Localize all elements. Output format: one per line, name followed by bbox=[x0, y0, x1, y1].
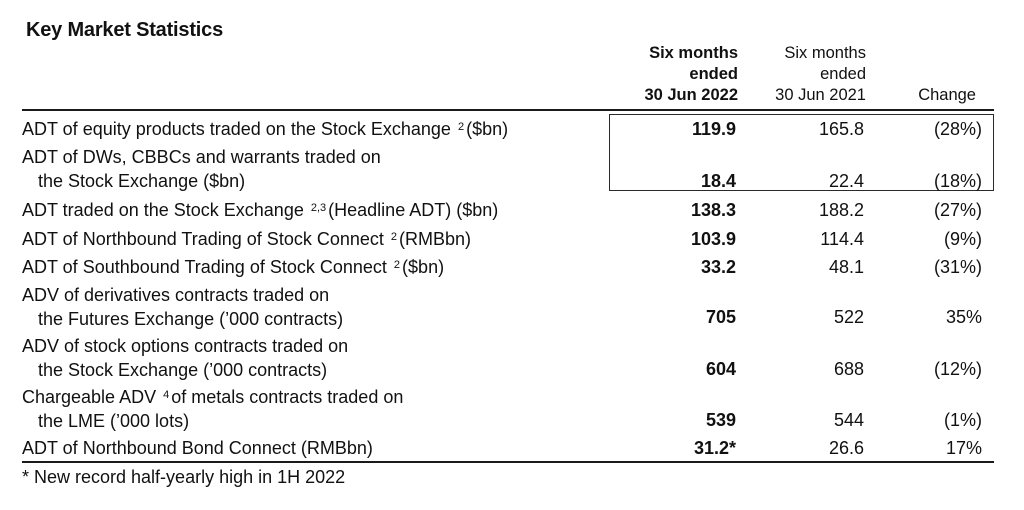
value-change: 35% bbox=[945, 307, 982, 327]
value-change: (28%) bbox=[933, 119, 982, 139]
value-current: 119.9 bbox=[691, 119, 736, 139]
value-previous: 22.4 bbox=[828, 171, 864, 191]
label-text: ADT of Southbound Trading of Stock Conne… bbox=[22, 257, 387, 277]
value-change: (12%) bbox=[933, 359, 982, 379]
header-divider bbox=[22, 109, 994, 111]
column-header-previous: Six months ended 30 Jun 2021 bbox=[760, 43, 866, 106]
value-current: 539 bbox=[705, 410, 736, 430]
label-text-continued: the Stock Exchange (’000 contracts) bbox=[38, 360, 328, 380]
value-change: (27%) bbox=[933, 200, 982, 220]
label-text: ADV of derivatives contracts traded on bbox=[22, 285, 330, 305]
row-label: ADT of Northbound Bond Connect (RMBbn) bbox=[22, 438, 373, 458]
value-previous: 165.8 bbox=[818, 119, 864, 139]
row-label: ADT of DWs, CBBCs and warrants traded on… bbox=[22, 145, 381, 193]
footnote-ref: 2 bbox=[457, 121, 465, 133]
label-text: ADT of DWs, CBBCs and warrants traded on bbox=[22, 147, 381, 167]
header-line: ended bbox=[820, 65, 866, 83]
label-text: Chargeable ADV bbox=[22, 387, 157, 407]
column-header-change: Change bbox=[918, 86, 976, 104]
row-label: ADT of Southbound Trading of Stock Conne… bbox=[22, 255, 444, 279]
value-current: 18.4 bbox=[700, 171, 736, 191]
row-label: ADT of equity products traded on the Sto… bbox=[22, 117, 508, 141]
footnote: * New record half-yearly high in 1H 2022 bbox=[22, 467, 346, 487]
label-unit: (RMBbn) bbox=[399, 229, 472, 249]
footnote-ref: 2 bbox=[390, 231, 398, 243]
label-unit: (Headline ADT) ($bn) bbox=[328, 200, 499, 220]
footnote-ref: 4 bbox=[163, 389, 170, 401]
label-unit: ($bn) bbox=[466, 119, 509, 139]
row-label: ADT of Northbound Trading of Stock Conne… bbox=[22, 227, 471, 251]
value-previous: 48.1 bbox=[828, 257, 864, 277]
label-text: ADT of equity products traded on the Sto… bbox=[22, 119, 451, 139]
label-text-continued: the Futures Exchange (’000 contracts) bbox=[38, 309, 344, 329]
footnote-ref: 2,3 bbox=[310, 202, 327, 214]
row-label: ADV of derivatives contracts traded on t… bbox=[22, 283, 343, 331]
page-title: Key Market Statistics bbox=[26, 19, 224, 41]
label-text-rest: of metals contracts traded on bbox=[171, 387, 404, 407]
row-label: ADV of stock options contracts traded on… bbox=[22, 334, 348, 382]
value-previous: 544 bbox=[833, 410, 864, 430]
value-previous: 26.6 bbox=[828, 438, 864, 458]
label-text: ADV of stock options contracts traded on bbox=[22, 336, 349, 356]
value-current: 103.9 bbox=[690, 229, 736, 249]
value-previous: 114.4 bbox=[820, 229, 864, 249]
header-line: 30 Jun 2022 bbox=[644, 86, 738, 104]
value-previous: 522 bbox=[833, 307, 864, 327]
row-label: ADT traded on the Stock Exchange 2,3 (Hea… bbox=[22, 198, 498, 222]
value-current: 138.3 bbox=[690, 200, 736, 220]
header-line: ended bbox=[689, 65, 738, 83]
value-current: 33.2 bbox=[700, 257, 736, 277]
table-bottom-divider bbox=[22, 461, 994, 463]
value-change: (31%) bbox=[933, 257, 982, 277]
value-previous: 688 bbox=[833, 359, 864, 379]
label-unit: ($bn) bbox=[402, 257, 445, 277]
label-text-continued: the LME (’000 lots) bbox=[38, 411, 190, 431]
header-line: Six months bbox=[784, 44, 866, 62]
column-header-current: Six months ended 30 Jun 2022 bbox=[600, 43, 738, 106]
highlight-box bbox=[609, 114, 994, 191]
value-current: 604 bbox=[705, 359, 736, 379]
header-line: Six months bbox=[649, 44, 738, 62]
row-label: Chargeable ADV 4 of metals contracts trad… bbox=[22, 385, 403, 433]
value-change: (9%) bbox=[943, 229, 982, 249]
label-text: ADT traded on the Stock Exchange bbox=[22, 200, 304, 220]
value-change: 17% bbox=[945, 438, 982, 458]
label-text-continued: the Stock Exchange ($bn) bbox=[38, 171, 246, 191]
value-current: 705 bbox=[705, 307, 736, 327]
label-text: ADT of Northbound Trading of Stock Conne… bbox=[22, 229, 384, 249]
value-current: 31.2* bbox=[693, 438, 736, 458]
value-change: (18%) bbox=[933, 171, 982, 191]
value-previous: 188.2 bbox=[818, 200, 864, 220]
footnote-ref: 2 bbox=[393, 259, 401, 271]
header-line: 30 Jun 2021 bbox=[775, 86, 866, 104]
value-change: (1%) bbox=[943, 410, 982, 430]
